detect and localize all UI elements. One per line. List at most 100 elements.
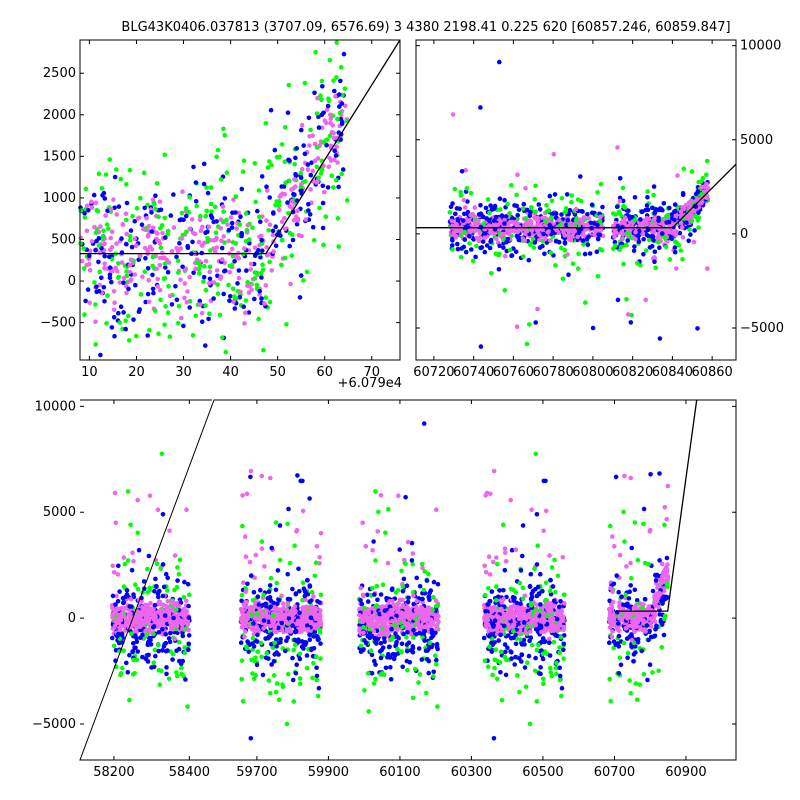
data-point [133,582,138,587]
chart-title: BLG43K0406.037813 (3707.09, 6576.69) 3 4… [121,20,730,35]
data-point [391,656,397,662]
data-point [257,292,263,297]
data-point [165,269,171,275]
data-point [655,234,661,240]
data-point [269,268,275,273]
data-point [102,261,107,267]
data-point [339,171,345,177]
data-point [320,140,326,145]
data-point [259,238,265,243]
data-point [129,567,135,573]
data-point [116,563,121,569]
data-point [307,143,312,148]
data-point [585,242,591,247]
data-point [285,571,291,577]
data-point [176,639,182,645]
data-point [289,608,295,614]
data-point [189,217,195,222]
data-point [636,239,642,244]
data-point [244,227,250,233]
data-point [160,593,166,599]
data-point [589,210,595,216]
data-point [317,622,322,628]
data-point [110,268,115,274]
data-point [368,615,374,620]
data-point [665,213,671,218]
data-point [202,240,207,246]
data-point [263,655,269,661]
data-point [251,589,257,595]
data-point [357,626,362,631]
data-point [296,620,301,625]
data-point [111,289,117,294]
data-point [547,222,553,228]
data-point [114,633,120,639]
data-point [488,237,494,243]
data-point [534,512,540,517]
data-point [473,254,478,260]
data-point [633,230,638,235]
data-point [705,266,710,271]
data-point [677,230,683,236]
data-point [337,110,343,116]
data-point [448,204,454,210]
data-point [380,582,386,587]
data-point [419,657,425,662]
data-point [81,266,87,271]
data-point [318,171,324,176]
data-point [643,248,649,253]
data-point [162,613,168,618]
data-point [478,344,484,349]
data-point [376,509,381,515]
data-point [166,284,171,289]
panel-zoom-peak-frame [79,39,401,361]
data-point [307,632,312,637]
data-point [515,212,520,218]
data-point [273,224,279,229]
data-point [105,208,110,214]
data-point [229,225,235,230]
data-point [89,199,94,204]
data-point [366,709,372,714]
data-point [274,199,279,204]
data-point [549,198,555,204]
data-point [107,275,113,281]
data-point [137,624,143,630]
data-point [318,93,323,98]
data-point [124,231,129,237]
data-point [310,675,315,681]
data-point [365,599,371,604]
data-point [294,221,300,227]
data-point [434,657,439,663]
data-point [290,623,295,628]
data-point [455,241,460,247]
data-point [207,276,213,282]
data-point [661,201,667,206]
data-point [551,639,557,645]
data-point [244,491,250,497]
data-point [276,203,282,209]
data-point [247,283,252,289]
data-point [620,231,626,237]
data-point [259,174,265,179]
data-point [396,635,402,641]
data-point [537,207,543,212]
data-point [148,637,153,643]
data-point [157,287,163,293]
data-point [230,240,236,245]
data-point [633,236,638,242]
data-point [386,644,392,650]
data-point [425,622,430,628]
y-tick-label: 2000 [43,108,76,123]
data-point [409,558,415,563]
data-point [155,238,160,243]
data-point [594,249,600,255]
data-point [97,269,102,275]
data-point [290,586,295,592]
data-point [161,619,166,625]
data-point [502,217,507,223]
data-point [212,249,218,254]
data-point [464,186,470,191]
data-point [155,507,161,513]
data-point [542,251,547,257]
